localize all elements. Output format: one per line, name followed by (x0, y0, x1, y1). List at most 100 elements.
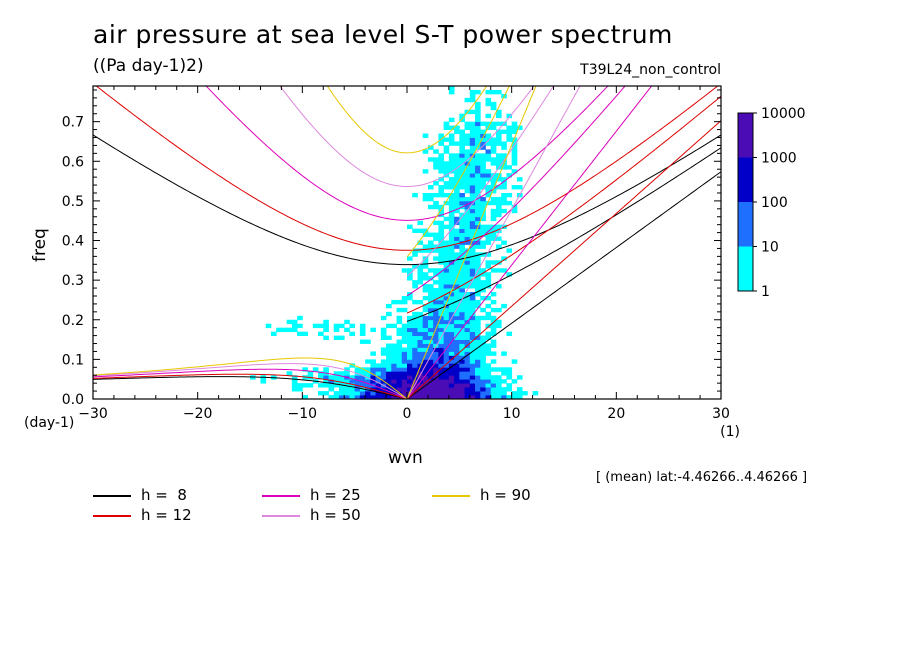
spectrum-cell (495, 185, 502, 190)
spectrum-cell (448, 232, 455, 237)
spectrum-cell (433, 363, 439, 368)
spectrum-cell (323, 379, 329, 384)
spectrum-cell (495, 367, 502, 372)
spectrum-cell (454, 379, 460, 384)
spectrum-cell (459, 192, 465, 198)
spectrum-cell (422, 395, 429, 399)
spectrum-cell (297, 331, 303, 337)
spectrum-cell (469, 339, 476, 344)
spectrum-cell (407, 383, 413, 388)
spectrum-cell (412, 367, 418, 372)
spectrum-cell (485, 157, 492, 162)
spectrum-cell (417, 355, 424, 360)
spectrum-cell (370, 367, 376, 372)
spectrum-cell (454, 177, 460, 182)
spectrum-cell (459, 383, 465, 388)
spectrum-cell (501, 268, 507, 273)
spectrum-cell (438, 371, 445, 376)
x-axis-label: wvn (388, 448, 423, 468)
spectrum-cell (391, 351, 397, 356)
spectrum-cell (469, 89, 476, 95)
spectrum-cell (422, 272, 429, 277)
spectrum-cell (443, 363, 450, 368)
legend-label: h = 90 (480, 486, 531, 504)
spectrum-cell (454, 153, 460, 158)
spectrum-cell (480, 252, 486, 257)
spectrum-cell (459, 331, 465, 337)
colorbar-tick-label: 100 (761, 195, 788, 211)
spectrum-cell (469, 351, 476, 356)
spectrum-cell (480, 161, 486, 166)
spectrum-cell (469, 280, 476, 285)
spectrum-cell (459, 129, 465, 134)
spectrum-cell (422, 303, 429, 309)
spectrum-cell (401, 335, 408, 340)
spectrum-cell (443, 355, 450, 360)
spectrum-cell (501, 192, 507, 198)
spectrum-cell (485, 236, 492, 241)
spectrum-cell (422, 248, 429, 253)
spectrum-cell (448, 363, 455, 368)
spectrum-cell (454, 359, 460, 364)
spectrum-cell (495, 129, 502, 134)
spectrum-cell (485, 200, 492, 206)
spectrum-cell (501, 256, 507, 261)
spectrum-cell (380, 331, 387, 337)
spectrum-cell (485, 343, 492, 348)
spectrum-cell (475, 236, 481, 241)
spectrum-cell (427, 276, 434, 281)
spectrum-cell (412, 248, 418, 253)
spectrum-cell (443, 359, 450, 364)
spectrum-cell (417, 272, 424, 277)
spectrum-cell (459, 157, 465, 162)
spectrum-cell (475, 391, 481, 396)
spectrum-cell (490, 216, 497, 222)
spectrum-cell (422, 133, 429, 138)
spectrum-cell (386, 395, 392, 399)
legend-swatch (432, 495, 470, 497)
spectrum-cell (302, 395, 308, 399)
spectrum-cell (485, 89, 492, 95)
spectrum-cell (417, 375, 424, 380)
spectrum-cell (464, 256, 471, 261)
spectrum-cell (297, 315, 303, 321)
spectrum-cell (443, 323, 450, 329)
spectrum-cell (464, 189, 471, 194)
spectrum-cell (469, 395, 476, 399)
spectrum-cell (396, 359, 403, 364)
spectrum-cell (464, 173, 471, 178)
spectrum-cell (485, 280, 492, 285)
spectrum-cell (448, 252, 455, 257)
spectrum-cell (475, 327, 481, 333)
spectrum-cell (323, 367, 329, 372)
spectrum-cell (443, 248, 450, 253)
spectrum-cell (469, 185, 476, 190)
spectrum-cell (438, 141, 445, 146)
spectrum-cell (291, 375, 298, 380)
spectrum-cell (475, 153, 481, 158)
spectrum-cell (433, 236, 439, 241)
spectrum-cell (454, 347, 460, 352)
y-tick-label: 0.6 (62, 154, 84, 170)
spectrum-cell (443, 327, 450, 333)
spectrum-cell (490, 189, 497, 194)
spectrum-cell (464, 216, 471, 222)
spectrum-cell (448, 165, 455, 170)
y-tick-label: 0.0 (62, 392, 84, 408)
y-axis-label: freq (30, 228, 50, 262)
spectrum-cell (506, 331, 513, 337)
spectrum-cell (480, 228, 486, 233)
spectrum-cell (480, 367, 486, 372)
x-tick-label: 0 (403, 406, 412, 422)
spectrum-cell (443, 351, 450, 356)
spectrum-cell (454, 232, 460, 237)
spectrum-cell (407, 327, 413, 333)
spectrum-cell (454, 196, 460, 202)
spectrum-cell (454, 200, 460, 206)
spectrum-cell (433, 157, 439, 162)
spectrum-cell (485, 101, 492, 107)
spectrum-cell (469, 311, 476, 317)
spectrum-cell (501, 208, 507, 214)
x-tick-label: 10 (503, 406, 521, 422)
spectrum-cell (459, 268, 465, 273)
